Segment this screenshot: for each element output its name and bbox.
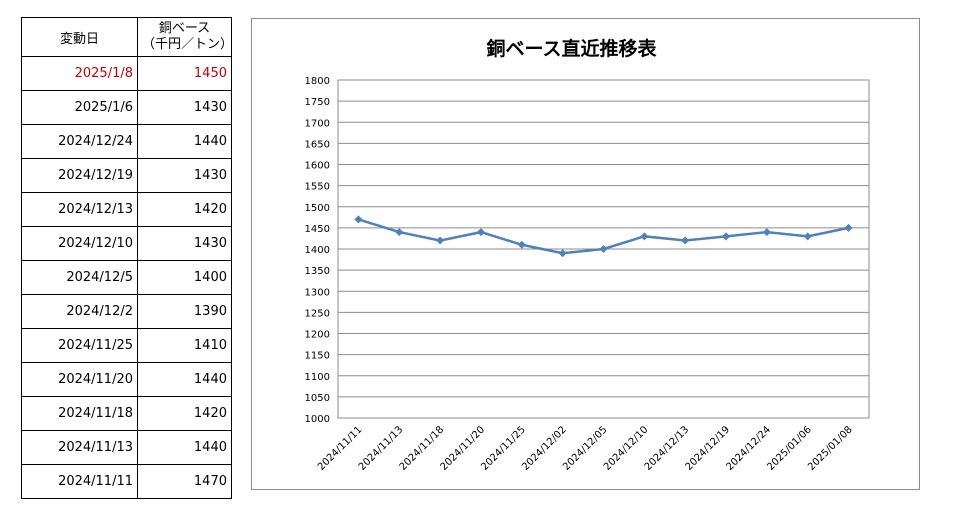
data-point <box>558 249 567 258</box>
row-date: 2024/12/13 <box>21 192 138 227</box>
header-price: 銅ベース （千円／トン） <box>137 17 234 57</box>
row-value: 1430 <box>137 158 232 193</box>
row-date: 2024/12/10 <box>21 226 138 261</box>
table-row: 2024/12/2 1390 <box>21 294 232 329</box>
table-row: 2024/11/18 1420 <box>21 396 232 431</box>
y-tick-label: 1550 <box>305 182 330 193</box>
data-point <box>844 223 853 232</box>
row-value: 1420 <box>137 396 232 431</box>
data-point <box>803 232 812 241</box>
y-tick-label: 1350 <box>305 266 330 277</box>
y-tick-label: 1100 <box>305 372 330 383</box>
row-date: 2024/12/19 <box>21 158 138 193</box>
row-value: 1440 <box>137 124 232 159</box>
row-value: 1430 <box>137 226 232 261</box>
row-value: 1440 <box>137 430 232 465</box>
y-tick-label: 1750 <box>305 97 330 108</box>
data-point <box>354 215 363 224</box>
row-value: 1420 <box>137 192 232 227</box>
row-date: 2024/11/20 <box>21 362 138 397</box>
table-row: 2024/12/13 1420 <box>21 192 232 227</box>
y-tick-label: 1800 <box>305 76 330 87</box>
y-tick-label: 1050 <box>305 393 330 404</box>
row-date: 2024/12/5 <box>21 260 138 295</box>
table-row: 2024/11/11 1470 <box>21 464 232 499</box>
row-value: 1410 <box>137 328 232 363</box>
table-row: 2024/11/25 1410 <box>21 328 232 363</box>
row-value: 1400 <box>137 260 232 295</box>
row-date: 2024/11/25 <box>21 328 138 363</box>
data-point <box>681 236 690 245</box>
row-date: 2024/12/24 <box>21 124 138 159</box>
header-price-line1: 銅ベース <box>158 21 211 36</box>
row-value: 1440 <box>137 362 232 397</box>
row-value: 1470 <box>137 464 232 499</box>
row-value: 1390 <box>137 294 232 329</box>
table-row: 2024/12/5 1400 <box>21 260 232 295</box>
row-value: 1430 <box>137 90 232 125</box>
data-point <box>640 232 649 241</box>
row-date: 2025/1/6 <box>21 90 138 125</box>
y-tick-label: 1650 <box>305 139 330 150</box>
row-date: 2024/12/2 <box>21 294 138 329</box>
table-row: 2024/12/24 1440 <box>21 124 232 159</box>
data-point <box>762 228 771 237</box>
data-point <box>599 245 608 253</box>
y-tick-label: 1450 <box>305 224 330 235</box>
plot-border <box>337 79 870 419</box>
row-date: 2025/1/8 <box>21 56 138 91</box>
chart-title: 銅ベース直近推移表 <box>486 37 657 60</box>
row-date: 2024/11/11 <box>21 464 138 499</box>
copper-price-table: 変動日 銅ベース （千円／トン） 2025/1/8 1450 2025/1/6 143… <box>21 17 234 499</box>
y-tick-label: 1600 <box>305 161 330 172</box>
y-tick-label: 1300 <box>305 287 330 298</box>
table-row: 2024/12/19 1430 <box>21 158 232 193</box>
row-value: 1450 <box>137 56 232 91</box>
y-tick-label: 1400 <box>305 245 330 256</box>
table-header-row: 変動日 銅ベース （千円／トン） <box>21 17 234 57</box>
y-tick-label: 1000 <box>305 414 330 425</box>
header-date: 変動日 <box>21 17 138 57</box>
y-tick-label: 1150 <box>305 351 330 362</box>
chart-area: 銅ベース直近推移表 1000 1050 1100 1150 1200 1250 1300 135… <box>251 18 920 490</box>
header-price-line2: （千円／トン） <box>142 37 234 52</box>
data-point <box>436 236 445 245</box>
table-row: 2024/11/20 1440 <box>21 362 232 397</box>
table-row: 2025/1/6 1430 <box>21 90 232 125</box>
table-row: 2025/1/8 1450 <box>21 56 232 91</box>
row-date: 2024/11/18 <box>21 396 138 431</box>
y-tick-label: 1700 <box>305 118 330 129</box>
data-point <box>722 232 731 241</box>
line-chart: 銅ベース直近推移表 1000 1050 1100 1150 1200 1250 1300 135… <box>305 37 870 473</box>
table-row: 2024/12/10 1430 <box>21 226 232 261</box>
row-date: 2024/11/13 <box>21 430 138 465</box>
y-tick-label: 1200 <box>305 330 330 341</box>
x-tick-label: 2025/01/08 <box>806 424 855 473</box>
data-point <box>517 240 526 249</box>
table-row: 2024/11/13 1440 <box>21 430 232 465</box>
y-tick-label: 1250 <box>305 308 330 319</box>
data-point <box>476 228 485 237</box>
data-point <box>395 228 404 237</box>
y-tick-label: 1500 <box>305 203 330 214</box>
